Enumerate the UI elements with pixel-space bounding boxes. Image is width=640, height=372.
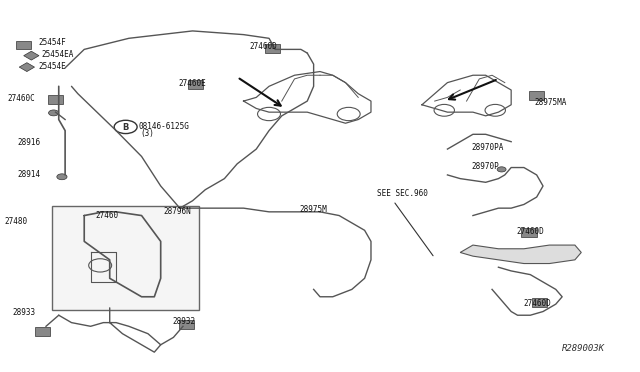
Text: 28975MA: 28975MA (534, 98, 566, 107)
Text: 28932: 28932 (172, 317, 195, 326)
Polygon shape (522, 228, 537, 237)
Polygon shape (529, 91, 544, 100)
Circle shape (57, 174, 67, 180)
Text: 28916: 28916 (17, 138, 40, 147)
Polygon shape (16, 41, 31, 49)
Text: SEE SEC.960: SEE SEC.960 (378, 189, 428, 198)
Text: 25454F: 25454F (38, 38, 66, 47)
Circle shape (497, 167, 506, 172)
Text: R289003K: R289003K (562, 344, 605, 353)
Text: 08146-6125G: 08146-6125G (138, 122, 189, 131)
Text: 28933: 28933 (13, 308, 36, 317)
Text: 27480: 27480 (4, 217, 28, 225)
Polygon shape (48, 95, 63, 104)
FancyBboxPatch shape (52, 206, 199, 310)
Polygon shape (19, 62, 35, 71)
Polygon shape (24, 51, 39, 60)
Polygon shape (179, 320, 194, 329)
Text: B: B (122, 123, 129, 132)
Polygon shape (264, 44, 280, 53)
Polygon shape (188, 80, 204, 89)
Text: 25454EA: 25454EA (42, 50, 74, 59)
Text: (3): (3) (140, 129, 154, 138)
Text: 27460D: 27460D (516, 227, 544, 235)
Polygon shape (460, 245, 581, 263)
Polygon shape (532, 298, 547, 307)
Text: 27460D: 27460D (524, 299, 552, 308)
Text: 28970P: 28970P (472, 162, 499, 171)
Text: 27460C: 27460C (8, 94, 35, 103)
Text: 28975M: 28975M (300, 205, 327, 215)
Text: 28796N: 28796N (164, 206, 191, 216)
Text: 28914: 28914 (17, 170, 40, 179)
Circle shape (49, 110, 59, 116)
Text: 25454E: 25454E (38, 62, 66, 71)
Text: 28970PA: 28970PA (472, 143, 504, 152)
Polygon shape (35, 327, 51, 336)
Text: 27460: 27460 (96, 211, 119, 220)
Text: 27460D: 27460D (250, 42, 278, 51)
Text: 27460E: 27460E (179, 79, 206, 88)
